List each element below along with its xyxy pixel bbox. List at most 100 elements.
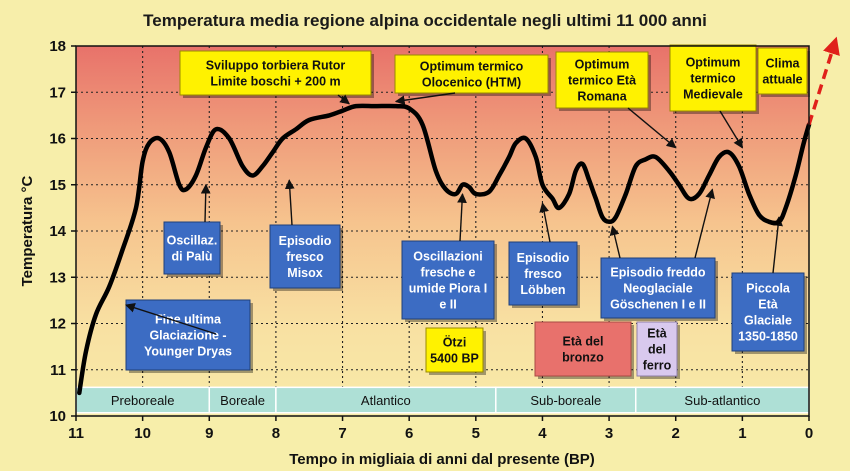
x-tick-label: 11 — [68, 425, 84, 442]
annotation-arrow — [200, 183, 211, 223]
annotation-box-bronzo — [534, 321, 632, 377]
period-segment — [495, 386, 637, 414]
annotation-text: fresco — [524, 267, 562, 281]
annotation-arrow — [394, 92, 456, 106]
annotation-text: umide Piora I — [409, 282, 488, 296]
annotation-text: Löbben — [520, 283, 565, 297]
annotation-arrows — [125, 92, 783, 335]
annotation-box-romana — [555, 51, 649, 109]
x-tick-label: 8 — [272, 425, 280, 442]
annotation-arrow — [125, 303, 217, 335]
annotation-box-piccola — [731, 272, 805, 352]
annotation-text: Olocenico (HTM) — [422, 76, 521, 90]
annotation-box-rutor — [179, 50, 372, 96]
annotation-text: Clima — [765, 57, 800, 71]
annotation-boxes: Fine ultima Glaciazione - Younger Dryas Osc… — [125, 44, 810, 379]
temperature-curve — [77, 103, 812, 396]
annotation-text: bronzo — [562, 351, 604, 365]
period-band: Preboreale Boreale Atlantico Sub-boreale Sub… — [75, 386, 810, 414]
annotation-arrow — [627, 107, 677, 149]
annotation-text: Neoglaciale — [623, 282, 693, 296]
annotation-arrow — [337, 94, 350, 105]
annotation-arrow — [284, 179, 295, 226]
y-tick-label: 11 — [50, 362, 66, 379]
x-tick-label: 9 — [205, 425, 213, 442]
annotation-text: Sviluppo torbiera Rutor — [206, 59, 346, 73]
annotation-text: fresche e — [421, 266, 476, 280]
x-tick-label: 4 — [538, 425, 547, 442]
annotation-text: Piccola — [746, 282, 791, 296]
annotation-box-medievale — [669, 44, 757, 112]
annotation-arrow — [539, 202, 551, 243]
annotation-box-palu — [163, 221, 221, 275]
y-tick-label: 12 — [49, 316, 66, 333]
annotation-text: Romana — [577, 90, 627, 104]
annotation-box-ferro — [636, 321, 678, 377]
annotation-text: ferro — [643, 359, 672, 373]
y-tick-labels: 10 11 12 13 14 15 16 17 18 — [49, 38, 76, 425]
annotation-text: Medievale — [683, 88, 743, 102]
annotation-text: Ötzi — [443, 335, 467, 350]
period-segment — [634, 386, 810, 414]
x-tick-label: 3 — [605, 425, 613, 442]
annotation-text: Optimum termico — [420, 60, 524, 74]
x-tick-label: 7 — [338, 425, 346, 442]
annotation-text: Younger Dryas — [144, 345, 232, 359]
y-tick-label: 13 — [49, 269, 66, 286]
y-tick-label: 14 — [49, 223, 66, 240]
y-tick-label: 10 — [49, 408, 66, 425]
annotation-text: Oscillaz. — [167, 234, 218, 248]
x-tick-label: 5 — [472, 425, 480, 442]
y-tick-label: 16 — [49, 131, 66, 148]
x-axis-label: Tempo in migliaia di anni dal presente (… — [289, 451, 595, 468]
annotation-box-clima — [757, 47, 808, 95]
annotation-text: Episodio freddo — [610, 266, 706, 280]
annotation-text: 5400 BP — [430, 352, 479, 366]
y-tick-label: 15 — [49, 177, 66, 194]
period-segment — [275, 386, 497, 414]
x-tick-label: 2 — [672, 425, 680, 442]
annotation-text: attuale — [762, 73, 802, 87]
annotation-box-piora — [401, 240, 495, 320]
y-tick-label: 17 — [49, 84, 66, 101]
period-label: Boreale — [220, 393, 265, 408]
annotation-text: 1350-1850 — [738, 330, 798, 344]
annotation-arrow — [694, 188, 715, 259]
annotation-text: Oscillazioni — [413, 250, 482, 264]
annotation-box-otzi — [425, 327, 484, 373]
annotation-text: Episodio — [279, 234, 332, 248]
annotation-box-lobben — [508, 241, 578, 306]
future-projection-arrow — [807, 36, 840, 126]
annotation-text: Optimum — [686, 56, 741, 70]
annotation-text: Fine ultima — [155, 313, 222, 327]
annotation-text: fresco — [286, 250, 324, 264]
x-tick-labels: 11 10 9 8 7 6 5 4 3 2 1 0 — [68, 416, 813, 442]
annotation-box-htm — [394, 54, 549, 94]
period-segment — [208, 386, 277, 414]
annotation-arrow — [719, 110, 743, 149]
y-tick-label: 18 — [49, 38, 66, 55]
x-tick-label: 10 — [134, 425, 151, 442]
annotation-text: termico — [690, 72, 736, 86]
annotation-arrow — [609, 225, 621, 259]
period-label: Sub-boreale — [530, 393, 601, 408]
annotation-text: Età — [758, 298, 778, 312]
annotation-text: Età del — [563, 335, 604, 349]
annotation-text: Età — [647, 327, 667, 341]
annotation-arrow — [772, 216, 783, 274]
annotation-text: Limite boschi + 200 m — [210, 75, 340, 89]
annotation-text: Glaciazione - — [149, 329, 226, 343]
annotation-box-misox — [269, 224, 341, 289]
annotation-box-goschenen — [600, 257, 716, 319]
annotation-text: Misox — [287, 266, 322, 280]
annotation-text: Glaciale — [744, 314, 792, 328]
annotation-text: e II — [439, 298, 456, 312]
annotation-text: Optimum — [575, 58, 630, 72]
period-label: Atlantico — [361, 393, 411, 408]
period-label: Sub-atlantico — [684, 393, 760, 408]
annotation-text: Episodio — [517, 251, 570, 265]
annotation-text: di Palù — [172, 250, 213, 264]
x-tick-label: 0 — [805, 425, 813, 442]
